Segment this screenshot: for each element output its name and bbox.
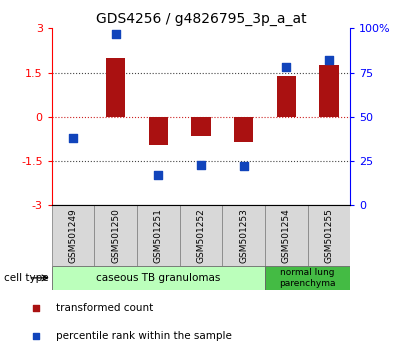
Point <box>198 162 204 167</box>
Point <box>155 172 162 178</box>
Bar <box>319 65 339 117</box>
Text: GSM501251: GSM501251 <box>154 208 163 263</box>
Bar <box>106 58 125 117</box>
Bar <box>277 75 296 117</box>
Point <box>113 31 119 36</box>
Text: GSM501253: GSM501253 <box>239 208 248 263</box>
Text: transformed count: transformed count <box>56 303 153 313</box>
Text: GSM501254: GSM501254 <box>282 208 291 263</box>
Bar <box>222 205 265 266</box>
Text: cell type: cell type <box>4 273 49 283</box>
Bar <box>52 266 265 290</box>
Text: normal lung
parenchyma: normal lung parenchyma <box>279 268 336 287</box>
Title: GDS4256 / g4826795_3p_a_at: GDS4256 / g4826795_3p_a_at <box>96 12 306 26</box>
Point <box>326 57 332 63</box>
Text: GSM501255: GSM501255 <box>324 208 334 263</box>
Bar <box>265 266 350 290</box>
Bar <box>308 205 350 266</box>
Bar <box>234 117 253 142</box>
Bar <box>52 205 94 266</box>
Bar <box>191 117 211 136</box>
Point <box>283 64 289 70</box>
Text: GSM501250: GSM501250 <box>111 208 120 263</box>
Point <box>70 135 76 141</box>
Bar <box>137 205 179 266</box>
Bar <box>265 205 308 266</box>
Text: percentile rank within the sample: percentile rank within the sample <box>56 331 232 341</box>
Text: GSM501249: GSM501249 <box>68 208 78 263</box>
Text: caseous TB granulomas: caseous TB granulomas <box>96 273 220 283</box>
Bar <box>179 205 222 266</box>
Text: GSM501252: GSM501252 <box>197 208 205 263</box>
Bar <box>149 117 168 145</box>
Point <box>240 164 247 169</box>
Bar <box>94 205 137 266</box>
